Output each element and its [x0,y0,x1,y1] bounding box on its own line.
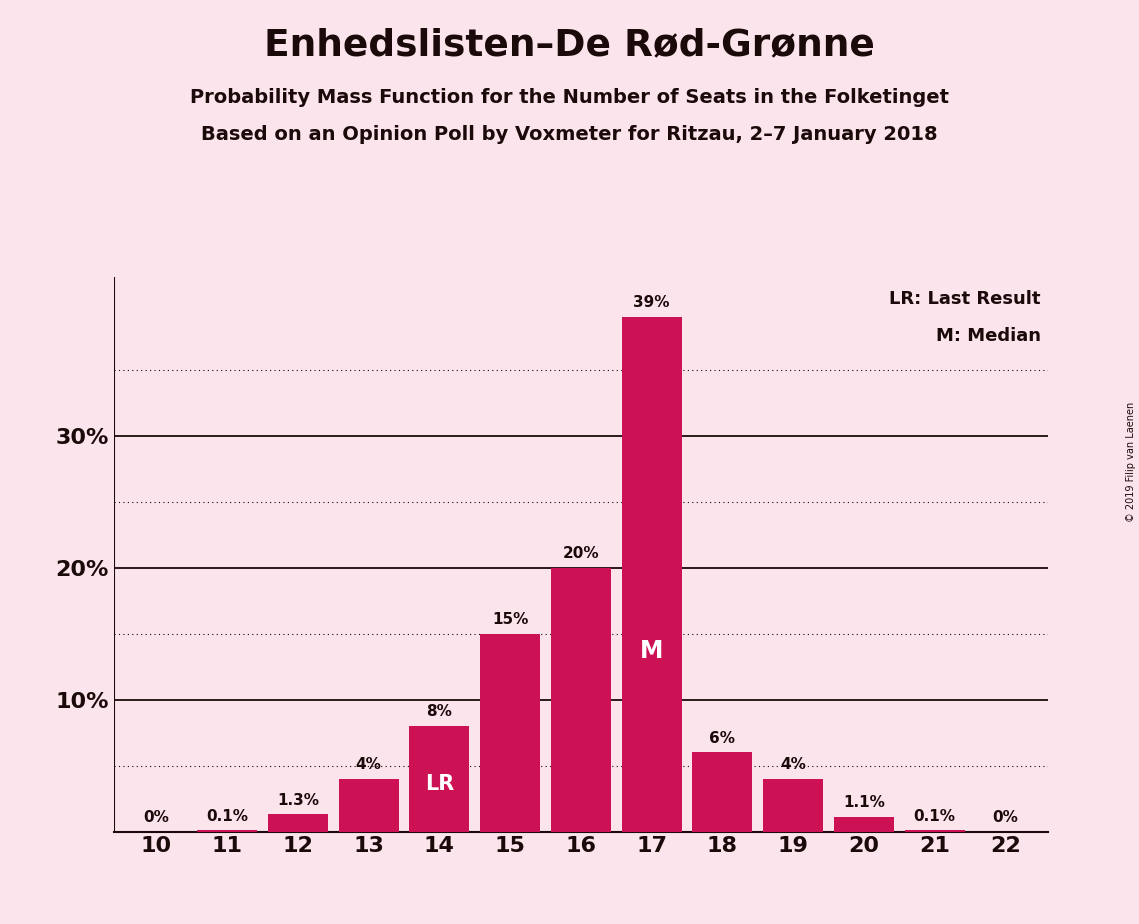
Text: 0.1%: 0.1% [206,808,248,823]
Text: 1.1%: 1.1% [843,796,885,810]
Bar [763,779,823,832]
Bar [268,814,328,832]
Text: 6%: 6% [710,731,736,746]
Bar [551,567,611,832]
Text: © 2019 Filip van Laenen: © 2019 Filip van Laenen [1126,402,1136,522]
Text: 4%: 4% [780,757,806,772]
Text: Based on an Opinion Poll by Voxmeter for Ritzau, 2–7 January 2018: Based on an Opinion Poll by Voxmeter for… [202,125,937,144]
Text: 15%: 15% [492,612,528,627]
Bar [338,779,399,832]
Text: 0.1%: 0.1% [913,808,956,823]
Bar [409,726,469,832]
Text: Probability Mass Function for the Number of Seats in the Folketinget: Probability Mass Function for the Number… [190,88,949,107]
Text: 4%: 4% [355,757,382,772]
Text: 8%: 8% [426,704,452,720]
Bar [904,831,965,832]
Bar [622,317,682,832]
Text: 20%: 20% [563,546,599,561]
Text: LR: Last Result: LR: Last Result [890,290,1041,309]
Text: 0%: 0% [144,810,170,825]
Bar [834,817,894,832]
Text: 0%: 0% [992,810,1018,825]
Text: M: M [640,639,663,663]
Bar [693,752,753,832]
Text: 1.3%: 1.3% [277,793,319,808]
Text: Enhedslisten–De Rød-Grønne: Enhedslisten–De Rød-Grønne [264,28,875,64]
Text: M: Median: M: Median [936,327,1041,346]
Text: 39%: 39% [633,295,670,310]
Bar [480,634,540,832]
Text: LR: LR [425,774,454,794]
Bar [197,831,257,832]
